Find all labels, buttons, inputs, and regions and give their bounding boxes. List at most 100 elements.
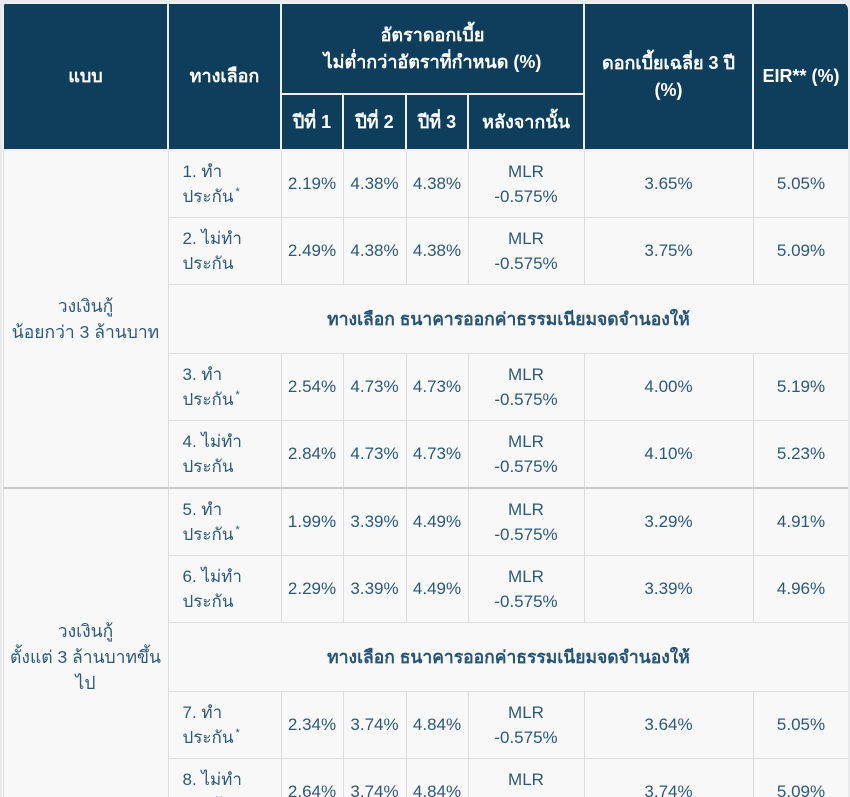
group-line1: วงเงินกู้	[57, 295, 114, 316]
fee-option-banner-row: ทางเลือก ธนาคารออกค่าธรรมเนียมจดจำนองให้	[3, 284, 848, 354]
option-label: 2. ไม่ทำประกัน	[182, 228, 242, 274]
option-asterisk: *	[235, 389, 240, 402]
col-header-year3: ปีที่ 3	[405, 93, 469, 151]
group-line2: น้อยกว่า 3 ล้านบาท	[11, 322, 160, 342]
rate-group-line2: ไม่ต่ำกว่าอัตราที่กำหนด (%)	[323, 51, 542, 72]
cell-year3: 4.73%	[405, 353, 469, 421]
header-row-sub: ปีที่ 1 ปีที่ 2 ปีที่ 3 หลังจากนั้น	[3, 93, 848, 151]
cell-avg: 4.00%	[583, 353, 754, 421]
group-line1: วงเงินกู้	[57, 620, 114, 641]
cell-avg: 3.65%	[583, 149, 754, 218]
cell-option: 2. ไม่ทำประกัน	[167, 217, 282, 285]
col-header-eir: EIR** (%)	[752, 2, 848, 151]
table-row: 8. ไม่ทำประกัน 2.64% 3.74% 4.84% MLR -0.…	[3, 758, 848, 797]
group-line2: ตั้งแต่ 3 ล้านบาทขึ้นไป	[10, 647, 161, 694]
cell-avg: 4.10%	[583, 420, 754, 489]
cell-eir: 5.09%	[752, 758, 848, 797]
table-row: 4. ไม่ทำประกัน 2.84% 4.73% 4.73% MLR -0.…	[3, 420, 848, 489]
option-label: 1. ทำประกัน	[182, 161, 234, 207]
cell-after: MLR -0.575%	[467, 758, 585, 797]
cell-eir: 5.23%	[752, 420, 848, 489]
option-asterisk: *	[235, 186, 240, 199]
option-label: 3. ทำประกัน	[182, 364, 234, 410]
option-label: 5. ทำประกัน	[182, 499, 234, 545]
cell-option: 4. ไม่ทำประกัน	[167, 420, 282, 489]
header-row-top: แบบ ทางเลือก อัตราดอกเบี้ย ไม่ต่ำกว่าอัต…	[2, 2, 848, 151]
table-row: 2. ไม่ทำประกัน 2.49% 4.38% 4.38% MLR -0.…	[3, 217, 848, 285]
cell-year2: 3.74%	[342, 758, 407, 797]
col-header-avg-3yr: ดอกเบี้ยเฉลี่ย 3 ปี (%)	[583, 2, 755, 151]
cell-option: 6. ไม่ทำประกัน	[167, 555, 282, 623]
col-header-after: หลังจากนั้น	[466, 93, 586, 151]
cell-eir: 4.96%	[752, 555, 848, 623]
option-label: 6. ไม่ทำประกัน	[182, 566, 242, 612]
cell-avg: 3.64%	[583, 691, 754, 759]
table-row: วงเงินกู้ น้อยกว่า 3 ล้านบาท 1. ทำประกัน…	[2, 149, 848, 489]
cell-avg: 3.39%	[583, 555, 754, 623]
cell-year3: 4.49%	[405, 555, 469, 623]
col-header-type: แบบ	[2, 2, 169, 151]
cell-after: MLR -0.575%	[467, 149, 585, 218]
rate-group-line1: อัตราดอกเบี้ย	[380, 25, 485, 46]
cell-year1: 2.54%	[280, 353, 344, 421]
cell-year3: 4.73%	[405, 420, 469, 489]
cell-after: MLR -0.575%	[467, 691, 585, 759]
cell-avg: 3.29%	[583, 487, 754, 556]
cell-after: MLR -0.575%	[467, 420, 585, 489]
cell-option: 8. ไม่ทำประกัน	[167, 758, 282, 797]
cell-option: 1. ทำประกัน *	[167, 149, 282, 218]
cell-year3: 4.38%	[405, 149, 469, 218]
option-label: 8. ไม่ทำประกัน	[182, 769, 242, 797]
cell-year2: 4.73%	[342, 420, 407, 489]
cell-eir: 5.09%	[752, 217, 848, 285]
cell-avg: 3.75%	[583, 217, 754, 285]
cell-after: MLR -0.575%	[467, 217, 585, 285]
col-header-year2: ปีที่ 2	[342, 93, 407, 151]
cell-year3: 4.84%	[405, 758, 469, 797]
cell-year3: 4.38%	[405, 217, 469, 285]
table-row: 3. ทำประกัน * 2.54% 4.73% 4.73% MLR -0.57…	[3, 353, 848, 421]
fee-option-banner: ทางเลือก ธนาคารออกค่าธรรมเนียมจดจำนองให้	[167, 622, 848, 692]
cell-year2: 3.39%	[342, 487, 407, 556]
option-label: 4. ไม่ทำประกัน	[182, 431, 242, 477]
cell-year1: 2.49%	[280, 217, 344, 285]
cell-after: MLR -0.575%	[467, 555, 585, 623]
table-row: 7. ทำประกัน * 2.34% 3.74% 4.84% MLR -0.57…	[3, 691, 848, 759]
col-header-option: ทางเลือก	[167, 2, 282, 151]
loan-group-label: วงเงินกู้ น้อยกว่า 3 ล้านบาท	[2, 149, 169, 489]
cell-option: 3. ทำประกัน *	[167, 353, 282, 421]
table-row: วงเงินกู้ ตั้งแต่ 3 ล้านบาทขึ้นไป 5. ทำป…	[2, 487, 848, 797]
fee-option-banner-row: ทางเลือก ธนาคารออกค่าธรรมเนียมจดจำนองให้	[3, 622, 848, 692]
cell-year1: 2.34%	[280, 691, 344, 759]
col-header-rate-group: อัตราดอกเบี้ย ไม่ต่ำกว่าอัตราที่กำหนด (%…	[279, 2, 586, 95]
cell-after: MLR -0.575%	[467, 353, 585, 421]
fee-option-banner: ทางเลือก ธนาคารออกค่าธรรมเนียมจดจำนองให้	[167, 284, 848, 354]
cell-option: 7. ทำประกัน *	[167, 691, 282, 759]
cell-year2: 4.38%	[342, 217, 407, 285]
cell-year1: 2.64%	[280, 758, 344, 797]
cell-eir: 5.05%	[752, 149, 848, 218]
section-under-3m: วงเงินกู้ น้อยกว่า 3 ล้านบาท 1. ทำประกัน…	[2, 149, 848, 489]
col-header-year1: ปีที่ 1	[280, 93, 344, 151]
section-3m-and-up: วงเงินกู้ ตั้งแต่ 3 ล้านบาทขึ้นไป 5. ทำป…	[2, 487, 848, 797]
cell-year1: 1.99%	[280, 487, 344, 556]
cell-eir: 5.19%	[752, 353, 848, 421]
option-asterisk: *	[235, 727, 240, 740]
cell-year2: 4.73%	[342, 353, 407, 421]
cell-year3: 4.84%	[405, 691, 469, 759]
cell-year2: 4.38%	[342, 149, 407, 218]
cell-year1: 2.84%	[280, 420, 344, 489]
table-row: 6. ไม่ทำประกัน 2.29% 3.39% 4.49% MLR -0.…	[3, 555, 848, 623]
cell-eir: 4.91%	[752, 487, 848, 556]
cell-after: MLR -0.575%	[467, 487, 585, 556]
option-asterisk: *	[235, 524, 240, 537]
cell-year1: 2.19%	[280, 149, 344, 218]
cell-year2: 3.74%	[342, 691, 407, 759]
cell-option: 5. ทำประกัน *	[167, 487, 282, 556]
cell-year3: 4.49%	[405, 487, 469, 556]
cell-eir: 5.05%	[752, 691, 848, 759]
loan-group-label: วงเงินกู้ ตั้งแต่ 3 ล้านบาทขึ้นไป	[2, 487, 169, 797]
